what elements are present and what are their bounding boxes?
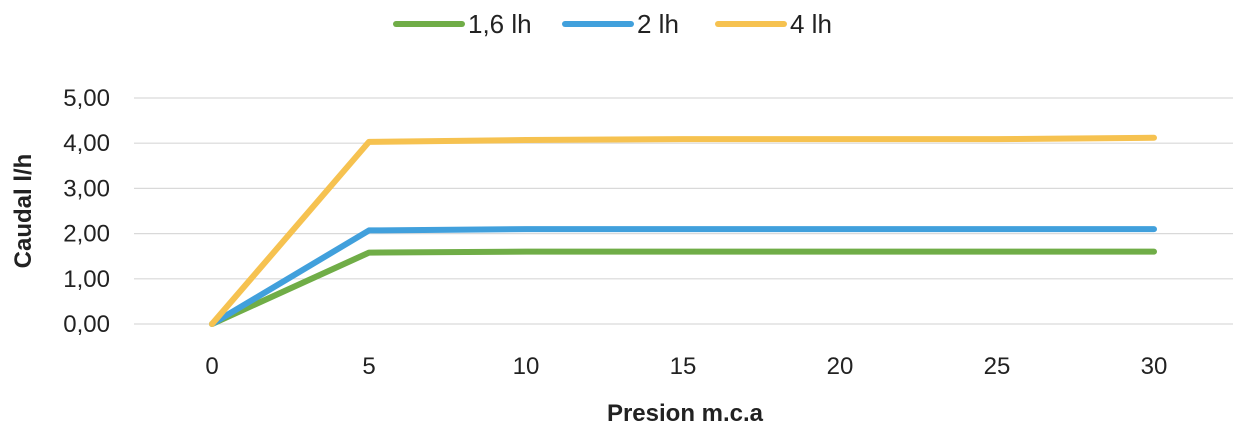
legend: 1,6 lh 2 lh 4 lh — [393, 9, 832, 39]
y-axis-title: Caudal l/h — [10, 154, 37, 269]
series-line-0 — [209, 248, 1157, 327]
x-axis-ticks: 0 5 10 15 20 25 30 — [205, 353, 1167, 380]
y-axis-ticks: 0,00 1,00 2,00 3,00 4,00 5,00 — [63, 85, 110, 338]
y-tick-label: 4,00 — [63, 130, 110, 157]
legend-label-2: 4 lh — [790, 9, 832, 39]
y-tick-label: 3,00 — [63, 175, 110, 202]
legend-label-1: 2 lh — [637, 9, 679, 39]
x-tick-label: 15 — [670, 353, 697, 380]
series-lines — [209, 134, 1157, 327]
gridlines — [134, 97, 1233, 325]
x-tick-label: 5 — [362, 353, 375, 380]
x-tick-label: 20 — [827, 353, 854, 380]
legend-label-0: 1,6 lh — [468, 9, 532, 39]
y-tick-label: 0,00 — [63, 311, 110, 338]
y-tick-label: 2,00 — [63, 221, 110, 248]
y-tick-label: 5,00 — [63, 85, 110, 112]
x-tick-label: 25 — [984, 353, 1011, 380]
series-line-2 — [209, 134, 1157, 327]
x-tick-label: 10 — [513, 353, 540, 380]
y-tick-label: 1,00 — [63, 266, 110, 293]
x-tick-label: 30 — [1141, 353, 1168, 380]
series-line-1 — [209, 226, 1157, 327]
x-tick-label: 0 — [205, 353, 218, 380]
x-axis-title: Presion m.c.a — [607, 400, 764, 426]
